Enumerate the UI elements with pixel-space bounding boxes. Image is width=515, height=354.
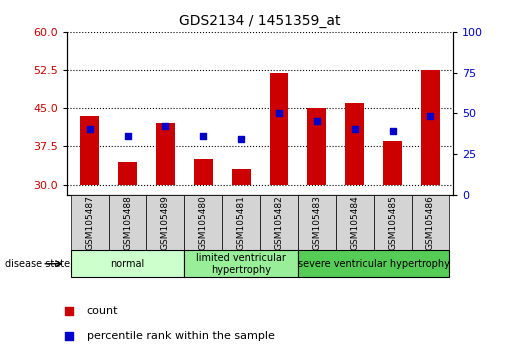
FancyBboxPatch shape — [336, 195, 374, 250]
Text: GSM105483: GSM105483 — [313, 195, 321, 250]
FancyBboxPatch shape — [260, 195, 298, 250]
Bar — [383, 141, 402, 184]
FancyBboxPatch shape — [71, 195, 109, 250]
Bar — [80, 116, 99, 184]
Title: GDS2134 / 1451359_at: GDS2134 / 1451359_at — [179, 14, 341, 28]
FancyBboxPatch shape — [184, 250, 298, 277]
Text: GSM105480: GSM105480 — [199, 195, 208, 250]
Bar — [345, 103, 364, 184]
Point — [237, 136, 245, 142]
Point — [351, 126, 359, 131]
Text: GSM105484: GSM105484 — [350, 195, 359, 250]
Text: percentile rank within the sample: percentile rank within the sample — [87, 331, 274, 341]
Bar — [232, 169, 251, 184]
FancyBboxPatch shape — [184, 195, 222, 250]
Point — [425, 220, 434, 226]
FancyBboxPatch shape — [298, 195, 336, 250]
FancyBboxPatch shape — [298, 250, 450, 277]
Text: GSM105482: GSM105482 — [274, 195, 284, 250]
Bar — [194, 159, 213, 184]
FancyBboxPatch shape — [411, 195, 450, 250]
FancyBboxPatch shape — [109, 195, 146, 250]
Text: severe ventricular hypertrophy: severe ventricular hypertrophy — [298, 259, 450, 269]
Bar — [307, 108, 327, 184]
FancyBboxPatch shape — [374, 195, 411, 250]
Text: GSM105487: GSM105487 — [85, 195, 94, 250]
Text: GSM105488: GSM105488 — [123, 195, 132, 250]
Point — [426, 113, 435, 119]
Point — [425, 0, 434, 1]
Point — [161, 123, 169, 129]
Point — [124, 133, 132, 139]
FancyBboxPatch shape — [71, 250, 184, 277]
FancyBboxPatch shape — [146, 195, 184, 250]
Point — [199, 133, 208, 139]
Text: GSM105489: GSM105489 — [161, 195, 170, 250]
Text: disease state: disease state — [5, 259, 70, 269]
Point — [275, 110, 283, 116]
Point — [313, 118, 321, 124]
Text: count: count — [87, 306, 118, 316]
Text: GSM105486: GSM105486 — [426, 195, 435, 250]
FancyBboxPatch shape — [222, 195, 260, 250]
Text: normal: normal — [110, 259, 145, 269]
Bar — [118, 162, 137, 184]
Point — [388, 128, 397, 134]
Text: GSM105485: GSM105485 — [388, 195, 397, 250]
Bar — [269, 73, 288, 184]
Point — [85, 126, 94, 131]
Bar — [421, 70, 440, 184]
Bar — [156, 124, 175, 184]
Text: GSM105481: GSM105481 — [236, 195, 246, 250]
Text: limited ventricular
hypertrophy: limited ventricular hypertrophy — [196, 253, 286, 275]
